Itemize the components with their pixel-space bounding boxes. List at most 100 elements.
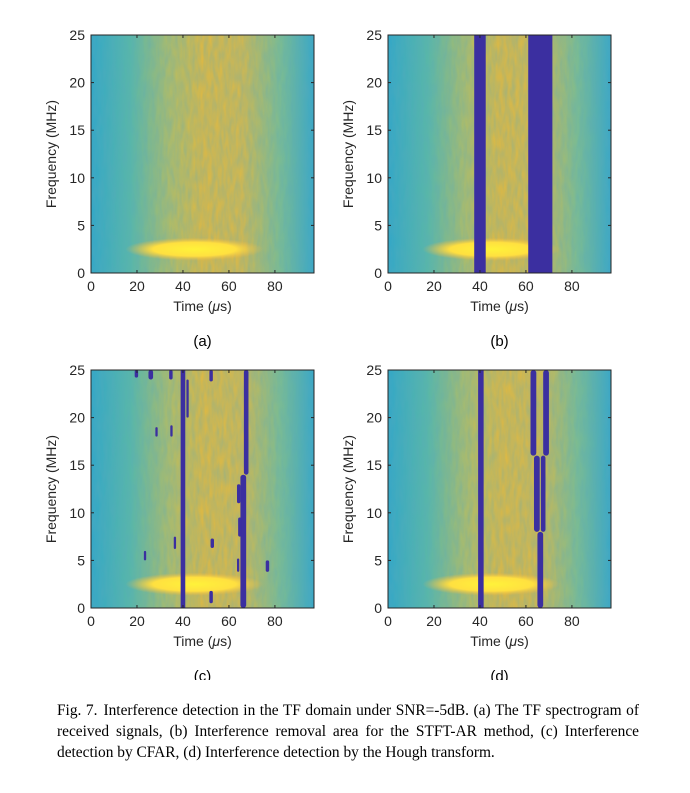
x-tick-label: 20 (129, 613, 145, 629)
y-tick-label: 5 (374, 552, 382, 568)
interference-region (143, 550, 147, 561)
y-tick-label: 15 (366, 457, 382, 473)
interference-region (169, 370, 173, 380)
heatmap-noise (91, 370, 314, 608)
interference-region (186, 379, 189, 418)
x-tick-label: 60 (518, 613, 534, 629)
axes-box (387, 369, 612, 609)
y-tick-label: 0 (374, 600, 382, 616)
interference-region (236, 558, 240, 572)
y-tick-label: 10 (69, 505, 85, 521)
interference-region (180, 370, 186, 608)
y-tick-label: 5 (77, 217, 85, 233)
y-tick-label: 5 (77, 552, 85, 568)
x-axis-label: Time (μs) (173, 633, 232, 649)
heatmap-noise (388, 35, 611, 273)
y-tick-label: 15 (69, 457, 85, 473)
x-tick-label: 0 (384, 613, 392, 629)
axes-box (90, 34, 315, 274)
heatmap-noise (388, 370, 611, 608)
x-tick-label: 20 (426, 278, 442, 294)
interference-region (243, 370, 249, 475)
y-tick-label: 25 (69, 27, 85, 43)
x-tick-label: 80 (564, 278, 580, 294)
y-tick-label: 25 (69, 362, 85, 378)
caption-label: Fig. 7. (57, 702, 98, 719)
axes-box (90, 369, 315, 609)
y-tick-label: 20 (366, 75, 382, 91)
interference-region (540, 455, 546, 532)
y-tick-label: 15 (69, 122, 85, 138)
y-tick-label: 10 (366, 170, 382, 186)
interference-region (265, 560, 270, 572)
y-tick-label: 0 (374, 265, 382, 281)
panel-label: (d) (490, 668, 508, 680)
y-axis-label: Frequency (MHz) (43, 100, 59, 208)
figure: 0 20 40 60 80 0 5 10 15 20 25 Time (μs) Frequency (M… (43, 27, 612, 680)
x-tick-label: 40 (472, 613, 488, 629)
interference-region (238, 517, 242, 537)
interference-region (210, 538, 214, 549)
interference-region (148, 370, 154, 380)
interference-region (236, 484, 241, 504)
spectrogram-panel: 0 20 40 60 80 0 5 10 15 20 25 Time (μs) Frequency (M… (340, 27, 612, 350)
x-axis-label: Time (μs) (470, 298, 529, 314)
interference-region (170, 425, 173, 437)
panel-label: (a) (193, 333, 211, 350)
x-axis-label: Time (μs) (173, 298, 232, 314)
interference-region (478, 370, 484, 608)
signal-band (422, 237, 561, 261)
interference-region (134, 370, 139, 378)
y-tick-label: 0 (77, 265, 85, 281)
x-tick-label: 80 (267, 278, 283, 294)
y-tick-label: 5 (374, 217, 382, 233)
spectrogram-panel: 0 20 40 60 80 0 5 10 15 20 25 Time (μs) Frequency (M… (43, 27, 315, 350)
x-tick-label: 40 (175, 613, 191, 629)
x-tick-label: 20 (129, 278, 145, 294)
y-tick-label: 20 (69, 75, 85, 91)
x-tick-label: 40 (472, 278, 488, 294)
interference-region (543, 370, 549, 456)
x-tick-label: 60 (221, 613, 237, 629)
interference-region (528, 35, 553, 273)
y-tick-label: 20 (366, 410, 382, 426)
interference-region (474, 35, 486, 273)
interference-region (530, 370, 537, 456)
spectrogram-panel: 0 20 40 60 80 0 5 10 15 20 25 Time (μs) Frequency (M… (43, 362, 315, 680)
x-tick-label: 80 (267, 613, 283, 629)
signal-band (422, 572, 561, 596)
y-axis-label: Frequency (MHz) (340, 100, 356, 208)
y-axis-label: Frequency (MHz) (43, 435, 59, 543)
panel-label: (b) (490, 333, 508, 350)
spectrogram-panel: 0 20 40 60 80 0 5 10 15 20 25 Time (μs) Frequency (M… (340, 362, 612, 680)
y-tick-label: 10 (366, 505, 382, 521)
interference-region (209, 590, 213, 604)
y-tick-label: 25 (366, 362, 382, 378)
x-tick-label: 0 (384, 278, 392, 294)
interference-region (533, 455, 540, 532)
x-tick-label: 80 (564, 613, 580, 629)
figure-caption: Fig. 7. Interference detection in the TF … (57, 700, 639, 763)
x-tick-label: 0 (87, 613, 95, 629)
interference-region (537, 531, 544, 608)
interference-region (173, 536, 177, 549)
y-tick-label: 0 (77, 600, 85, 616)
signal-band (125, 237, 264, 261)
y-axis-label: Frequency (MHz) (340, 435, 356, 543)
x-tick-label: 40 (175, 278, 191, 294)
x-axis-label: Time (μs) (470, 633, 529, 649)
y-tick-label: 25 (366, 27, 382, 43)
interference-region (155, 427, 158, 437)
signal-band (125, 572, 264, 596)
x-tick-label: 0 (87, 278, 95, 294)
x-tick-label: 60 (221, 278, 237, 294)
x-tick-label: 20 (426, 613, 442, 629)
heatmap-noise (91, 35, 314, 273)
interference-region (240, 474, 247, 608)
caption-text: Interference detection in the TF domain … (57, 702, 639, 761)
interference-region (209, 370, 213, 382)
y-tick-label: 20 (69, 410, 85, 426)
panel-label: (c) (194, 668, 212, 680)
y-tick-label: 15 (366, 122, 382, 138)
y-tick-label: 10 (69, 170, 85, 186)
